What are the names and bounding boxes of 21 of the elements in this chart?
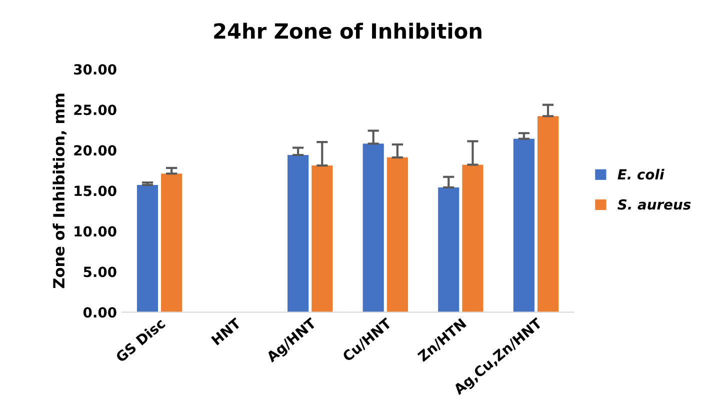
- bar: [136, 184, 158, 312]
- legend-label: E. coli: [618, 168, 664, 180]
- bar: [513, 138, 534, 312]
- bar: [161, 174, 182, 312]
- y-tick-label: 5.00: [84, 266, 116, 278]
- legend-label: S. aureus: [618, 199, 691, 210]
- bar: [312, 166, 333, 312]
- y-tick-label: 10.00: [74, 226, 116, 237]
- y-tick-label: 30.00: [74, 64, 116, 75]
- y-tick-label: 25.00: [74, 104, 116, 116]
- bar: [438, 187, 460, 312]
- bar: [362, 144, 384, 312]
- bar: [537, 116, 559, 312]
- y-tick-label: 0.00: [83, 307, 116, 318]
- y-axis-title: Zone of Inhibition, mm: [52, 94, 67, 288]
- bar: [462, 164, 484, 312]
- y-tick-label: 15.00: [74, 186, 116, 196]
- chart-title: 24hr Zone of Inhibition: [214, 22, 482, 39]
- bar: [288, 155, 309, 312]
- bar: [386, 157, 408, 312]
- y-tick-label: 20.00: [74, 145, 116, 156]
